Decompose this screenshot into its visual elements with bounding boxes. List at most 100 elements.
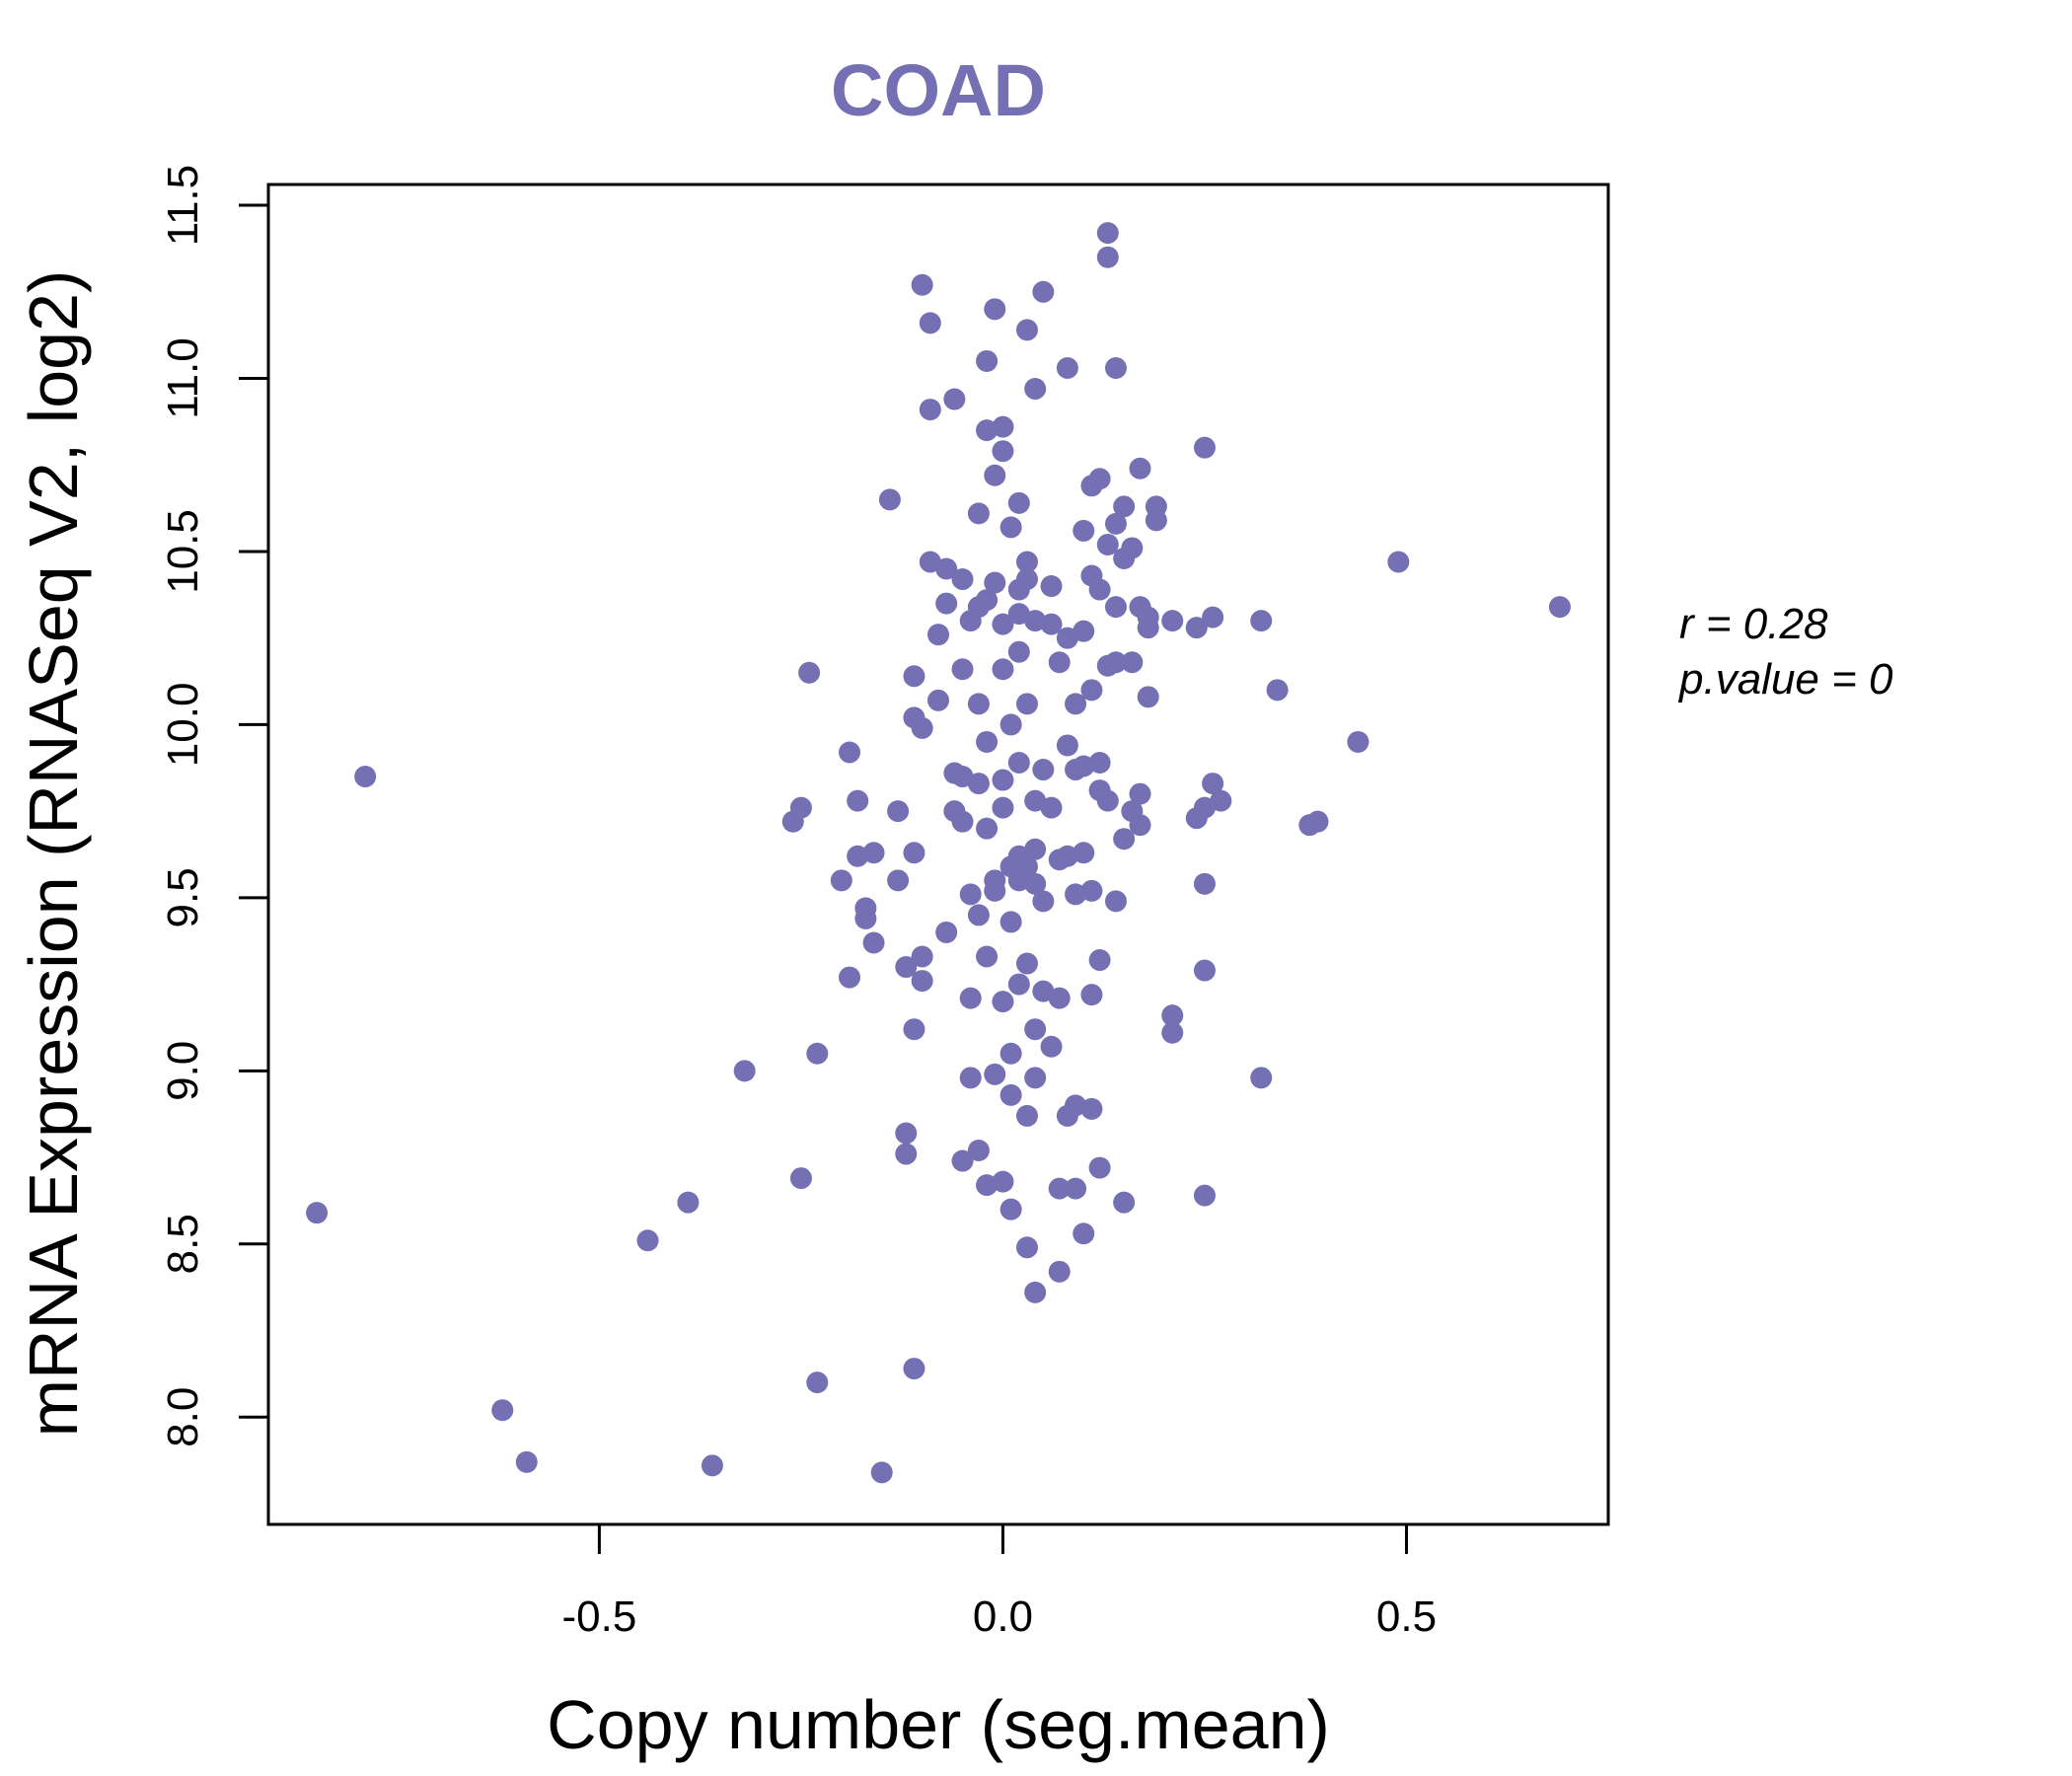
- data-point: [911, 945, 933, 968]
- data-point: [1080, 879, 1103, 902]
- data-point: [1073, 755, 1095, 777]
- data-point: [1065, 883, 1087, 906]
- data-point: [1104, 512, 1127, 535]
- data-point: [1080, 1097, 1103, 1120]
- y-axis: 8.0 8.5 9.0 9.5 10.0 10.5 11.0 11.5: [159, 165, 270, 1447]
- data-point: [919, 312, 941, 334]
- data-point: [1040, 613, 1063, 635]
- data-point: [1202, 606, 1224, 629]
- data-point: [1088, 1156, 1111, 1179]
- data-point: [1161, 1004, 1184, 1027]
- data-point: [976, 945, 999, 968]
- data-point: [1007, 640, 1030, 663]
- data-point: [895, 1143, 918, 1165]
- data-point: [1040, 796, 1063, 819]
- data-point: [911, 716, 933, 739]
- data-point: [1015, 319, 1038, 341]
- data-point: [1073, 1222, 1095, 1245]
- data-point: [798, 661, 821, 684]
- data-point: [1121, 537, 1144, 559]
- data-point: [1080, 984, 1103, 1006]
- data-point: [951, 658, 974, 681]
- data-point: [951, 568, 974, 591]
- data-point: [976, 349, 999, 372]
- data-point: [1032, 280, 1055, 303]
- data-point: [1347, 730, 1369, 753]
- data-point: [1129, 814, 1151, 837]
- data-point: [1145, 495, 1167, 518]
- data-point: [992, 658, 1014, 681]
- data-point: [1015, 952, 1038, 975]
- data-point: [999, 516, 1022, 539]
- data-point: [515, 1450, 538, 1473]
- data-point: [1548, 596, 1571, 619]
- data-point: [1024, 1018, 1047, 1041]
- scatter-points: [306, 222, 1571, 1484]
- data-point: [1161, 1021, 1184, 1044]
- data-point: [999, 1083, 1022, 1106]
- data-point: [1056, 845, 1078, 867]
- data-point: [984, 571, 1006, 594]
- data-point: [1032, 890, 1055, 913]
- data-point: [1104, 596, 1127, 619]
- data-point: [854, 907, 877, 929]
- data-point: [959, 610, 982, 632]
- data-point: [1056, 356, 1078, 379]
- data-point: [1040, 575, 1063, 598]
- data-point: [1121, 651, 1144, 674]
- data-point: [789, 796, 812, 819]
- data-point: [806, 1371, 829, 1394]
- data-point: [1096, 789, 1119, 812]
- data-point: [1193, 1184, 1216, 1207]
- data-point: [1048, 1260, 1071, 1283]
- data-point: [1024, 872, 1047, 895]
- data-point: [1088, 468, 1111, 490]
- x-axis-title: Copy number (seg.mean): [547, 1686, 1330, 1763]
- data-point: [927, 624, 949, 646]
- data-point: [967, 693, 990, 715]
- data-point: [951, 1149, 974, 1172]
- data-point: [677, 1191, 700, 1214]
- data-point: [992, 769, 1014, 791]
- data-point: [1210, 789, 1232, 812]
- data-point: [976, 730, 999, 753]
- data-point: [306, 1202, 329, 1224]
- data-point: [999, 713, 1022, 736]
- data-point: [1073, 842, 1095, 864]
- data-point: [959, 987, 982, 1009]
- data-point: [999, 1198, 1022, 1221]
- data-point: [951, 810, 974, 833]
- data-point: [701, 1454, 723, 1477]
- data-point: [1266, 679, 1289, 702]
- data-point: [887, 800, 910, 823]
- data-point: [1096, 246, 1119, 268]
- data-point: [1129, 782, 1151, 805]
- data-point: [1306, 810, 1329, 833]
- data-point: [733, 1060, 756, 1082]
- data-point: [992, 796, 1014, 819]
- data-point: [992, 991, 1014, 1013]
- data-point: [984, 464, 1006, 486]
- data-point: [830, 869, 852, 892]
- data-point: [1104, 356, 1127, 379]
- data-point: [911, 970, 933, 993]
- data-point: [935, 592, 958, 615]
- data-point: [1113, 828, 1136, 851]
- data-point: [959, 1067, 982, 1089]
- plot-frame: [266, 183, 1610, 1526]
- data-point: [1104, 890, 1127, 913]
- data-point: [976, 817, 999, 840]
- x-tick-label: -0.5: [561, 1592, 636, 1641]
- data-point: [806, 1042, 829, 1065]
- data-point: [984, 298, 1006, 321]
- data-point: [1104, 651, 1127, 674]
- data-point: [935, 921, 958, 943]
- data-point: [1065, 1094, 1087, 1117]
- data-point: [1015, 693, 1038, 715]
- data-point: [839, 741, 861, 764]
- data-point: [1007, 973, 1030, 996]
- data-point: [1137, 606, 1159, 629]
- data-point: [1015, 1236, 1038, 1259]
- data-point: [1202, 773, 1224, 795]
